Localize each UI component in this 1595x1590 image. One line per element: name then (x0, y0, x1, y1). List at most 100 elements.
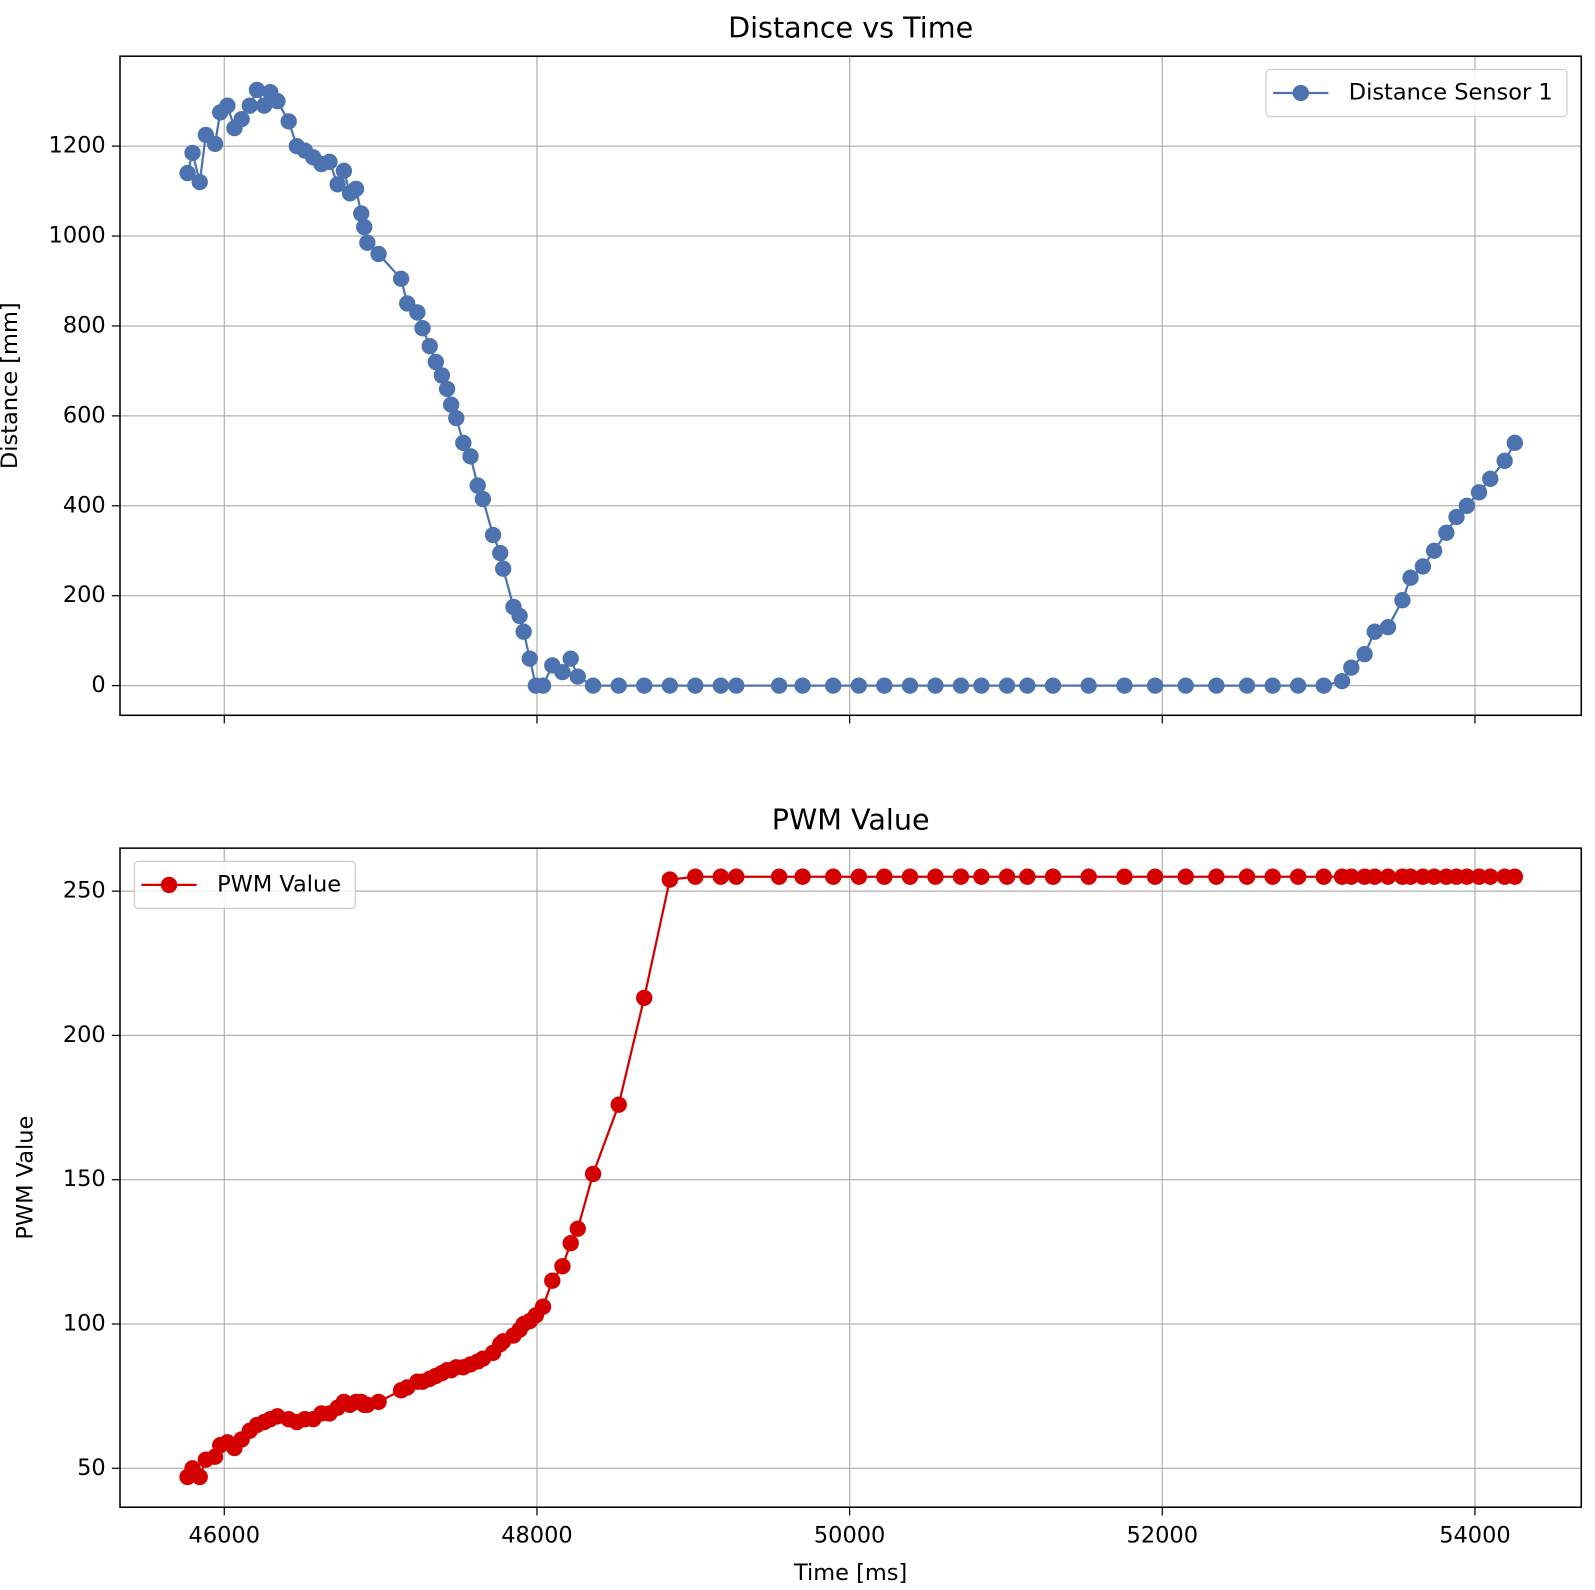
data-point (1425, 542, 1443, 559)
data-point (1116, 677, 1133, 694)
data-point (1394, 592, 1411, 609)
data-point (927, 868, 944, 885)
y-tick-label: 800 (63, 312, 106, 338)
data-point (1425, 868, 1443, 885)
data-point (1289, 868, 1307, 885)
data-point (1506, 868, 1523, 885)
y-tick-label: 0 (91, 672, 105, 698)
y-tick-label: 100 (63, 1310, 106, 1336)
legend-marker (160, 876, 178, 894)
data-point (850, 677, 868, 694)
data-point (1356, 645, 1373, 663)
plot-frame (119, 55, 1583, 717)
y-tick-label: 50 (77, 1455, 106, 1481)
data-point (687, 677, 704, 694)
data-point (927, 677, 944, 694)
data-point (1116, 868, 1133, 885)
data-point (1019, 677, 1036, 694)
data-point (1289, 677, 1307, 694)
data-point (1470, 868, 1488, 885)
data-point (1080, 677, 1097, 694)
chart-title: Distance vs Time (728, 11, 973, 45)
data-point (534, 677, 552, 694)
data-point (469, 477, 486, 494)
data-point (1496, 452, 1513, 470)
data-point (554, 1258, 571, 1275)
data-point (321, 153, 338, 171)
data-point (248, 81, 266, 99)
data-point (433, 367, 451, 384)
chart-title: PWM Value (772, 803, 930, 837)
data-point (661, 871, 679, 888)
data-point (661, 677, 679, 694)
data-point (610, 677, 627, 694)
data-point (712, 677, 729, 694)
x-tick-label: 46000 (189, 1522, 260, 1548)
data-point (1264, 677, 1281, 694)
legend-box (133, 860, 357, 910)
data-point (712, 868, 729, 885)
data-point (442, 396, 460, 413)
data-point (850, 868, 868, 885)
data-point (427, 353, 444, 371)
data-point (184, 144, 201, 162)
data-point (347, 180, 365, 198)
data-point (973, 677, 990, 694)
data-point (280, 113, 297, 130)
data-point (1177, 868, 1194, 885)
data-point (728, 868, 745, 885)
data-point (562, 1235, 579, 1252)
y-tick-label: 400 (63, 492, 106, 518)
data-point (1458, 497, 1475, 514)
data-point (206, 135, 224, 153)
y-tick-label: 200 (63, 582, 106, 608)
legend: PWM Value (133, 860, 357, 910)
data-point (455, 434, 472, 452)
data-point (1208, 868, 1225, 885)
data-point (392, 270, 410, 287)
data-point (610, 1096, 627, 1113)
x-tick-label: 50000 (814, 1522, 885, 1548)
data-point (728, 677, 745, 694)
y-axis-label: PWM Value (13, 1116, 39, 1240)
legend-label: Distance Sensor 1 (1349, 79, 1553, 105)
data-point (770, 868, 788, 885)
legend-label: PWM Value (217, 871, 341, 897)
data-point (219, 97, 236, 114)
x-tick-label: 54000 (1439, 1522, 1510, 1548)
data-point (495, 560, 512, 577)
data-point (515, 623, 532, 640)
data-point (421, 338, 438, 355)
data-point (569, 668, 586, 685)
data-point (1482, 470, 1499, 487)
data-point (511, 607, 528, 625)
data-point (1448, 508, 1465, 526)
y-tick-label: 1200 (49, 133, 106, 159)
data-point (636, 989, 653, 1007)
data-point (1238, 677, 1256, 694)
legend: Distance Sensor 1 (1265, 68, 1568, 118)
plot-frame (119, 847, 1583, 1508)
data-point (825, 868, 842, 885)
x-axis-label: Time [ms] (793, 1560, 907, 1586)
data-point (1177, 677, 1194, 694)
y-tick-label: 150 (63, 1166, 106, 1192)
data-point (876, 868, 893, 885)
data-point (1264, 868, 1281, 885)
data-point (794, 868, 811, 885)
data-point (1315, 868, 1332, 885)
data-point (770, 677, 788, 694)
data-point (255, 97, 273, 114)
data-point (370, 1393, 387, 1411)
data-point (569, 1220, 586, 1237)
data-point (1379, 868, 1397, 885)
y-tick-label: 600 (63, 402, 106, 428)
data-point (901, 677, 919, 694)
data-point (335, 162, 353, 180)
data-point (1506, 434, 1523, 452)
data-point (191, 1468, 208, 1486)
data-point (1379, 619, 1397, 636)
data-point (241, 97, 258, 114)
y-tick-label: 1000 (49, 223, 106, 249)
